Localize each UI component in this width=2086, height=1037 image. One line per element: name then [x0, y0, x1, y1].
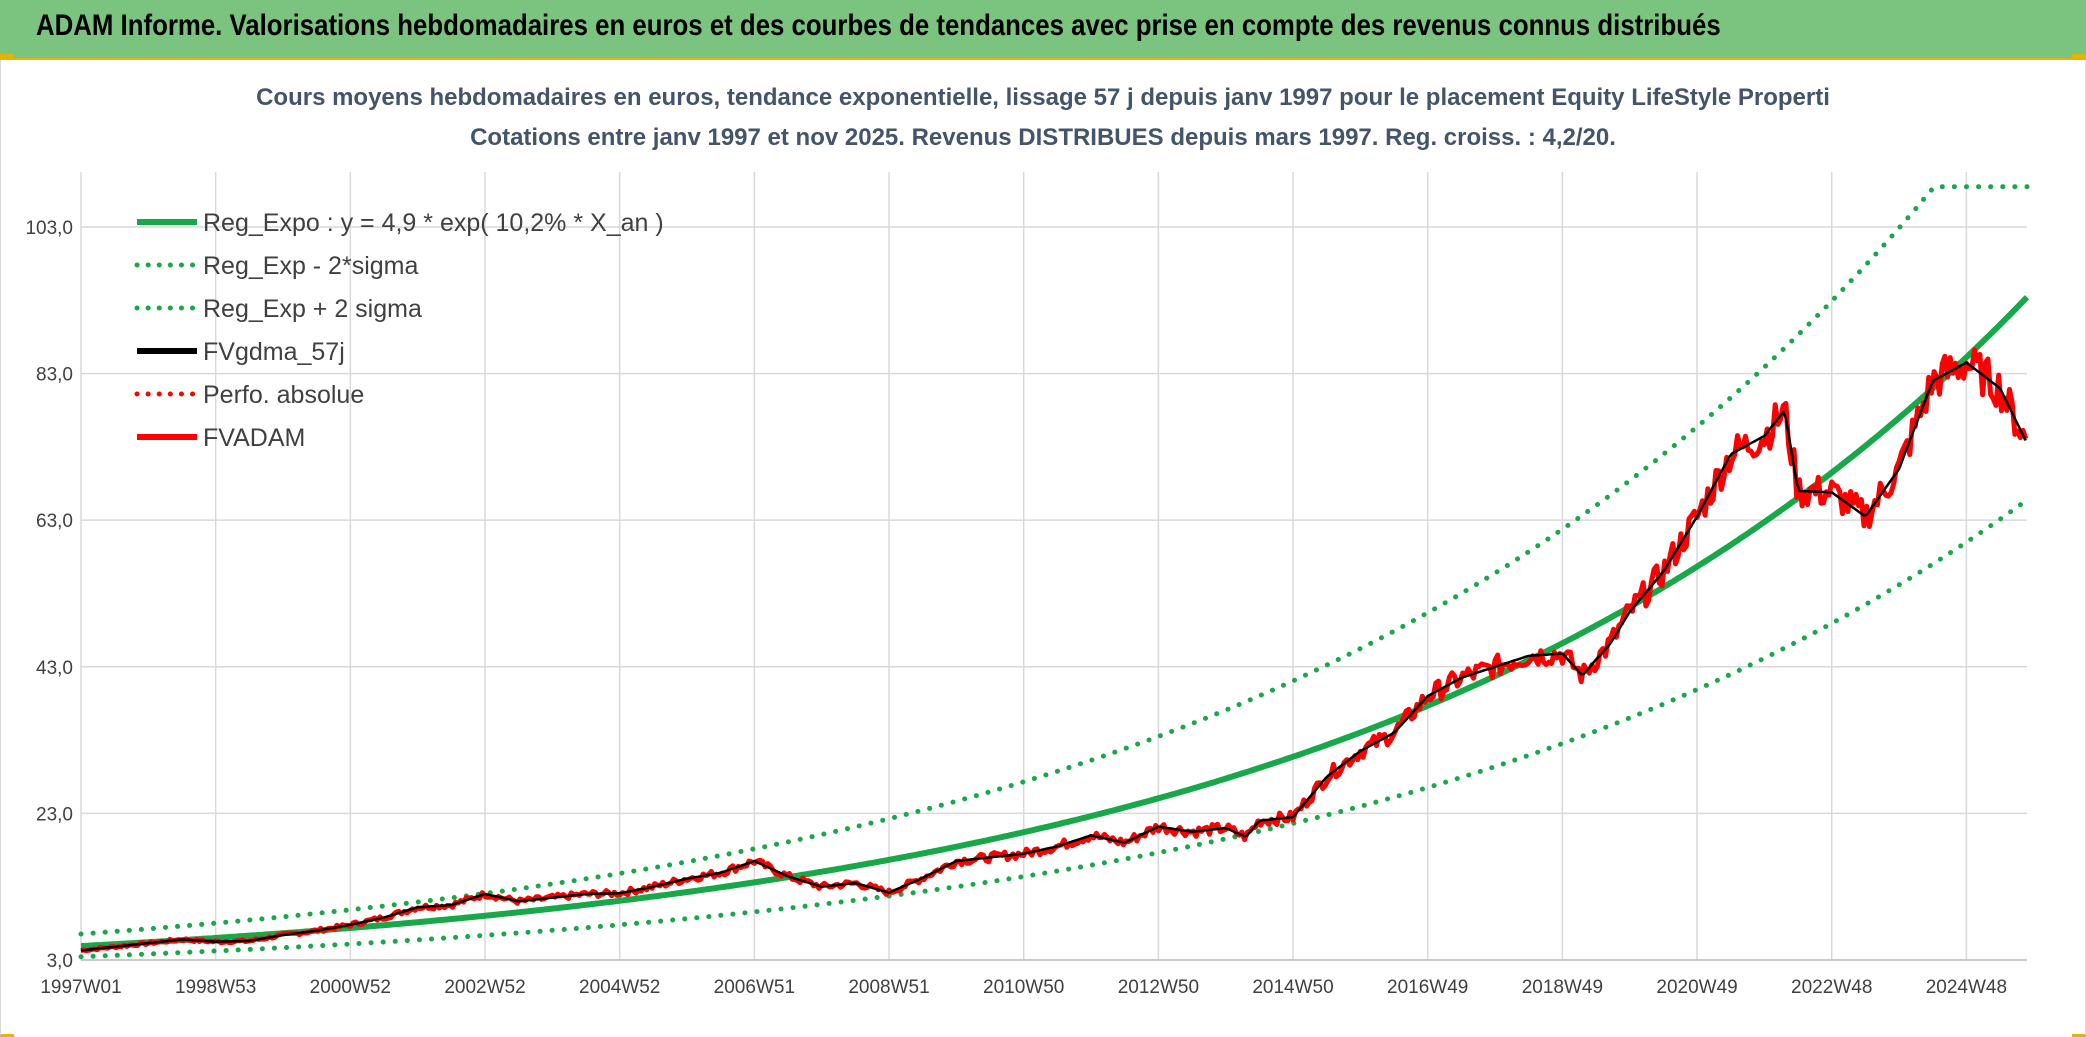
- fvadam-line: [80, 347, 2029, 954]
- legend-label: Perfo. absolue: [203, 381, 364, 409]
- x-tick-label: 2020W49: [1656, 977, 1737, 998]
- corner-accent-right: [2072, 54, 2086, 60]
- y-tick-label: 3,0: [47, 951, 73, 972]
- corner-accent-bottom-left: [0, 1034, 14, 1037]
- x-tick-label: 2008W51: [848, 977, 929, 998]
- chart-frame: Cours moyens hebdomadaires en euros, ten…: [0, 60, 2086, 1035]
- x-tick-label: 2018W49: [1522, 977, 1603, 998]
- x-tick-label: 1997W01: [40, 977, 121, 998]
- reg-exp-band-line: [78, 184, 2030, 937]
- x-tick-label: 2002W52: [444, 977, 525, 998]
- gridlines: [80, 172, 2027, 961]
- x-tick-label: 2024W48: [1926, 977, 2007, 998]
- x-tick-label: 2006W51: [714, 977, 795, 998]
- chart-subtitle: Cotations entre janv 1997 et nov 2025. R…: [470, 124, 1616, 151]
- chart-svg: Cours moyens hebdomadaires en euros, ten…: [25, 84, 2030, 998]
- report-title: ADAM Informe. Valorisations hebdomadaire…: [36, 9, 1721, 42]
- corner-accent-bottom-right: [2072, 1034, 2086, 1037]
- reg-expo-line: [80, 295, 2030, 950]
- x-tick-label: 2014W50: [1252, 977, 1333, 998]
- x-tick-label: 1998W53: [175, 977, 256, 998]
- legend-label: FVgdma_57j: [203, 338, 345, 366]
- x-tick-label: 2022W48: [1791, 977, 1872, 998]
- series-layer: [78, 184, 2030, 960]
- corner-accent-left: [0, 54, 14, 60]
- x-axis: 1997W01 1998W53 2000W52 2002W52 2004W52 2006W…: [40, 977, 2007, 998]
- x-tick-label: 2004W52: [579, 977, 660, 998]
- legend-label: FVADAM: [203, 424, 305, 452]
- report-header: ADAM Informe. Valorisations hebdomadaire…: [0, 0, 2086, 60]
- y-axis: 3,0 23,0 43,0 63,0 83,0 103,0: [25, 218, 73, 972]
- x-tick-label: 2012W50: [1118, 977, 1199, 998]
- x-tick-label: 2016W49: [1387, 977, 1468, 998]
- reg-exp-band-line: [78, 497, 2030, 960]
- y-tick-label: 63,0: [36, 511, 73, 532]
- chart-title: Cours moyens hebdomadaires en euros, ten…: [256, 84, 1830, 111]
- x-tick-label: 2010W50: [983, 977, 1064, 998]
- y-tick-label: 103,0: [25, 218, 73, 239]
- legend-label: Reg_Exp - 2*sigma: [203, 252, 418, 280]
- legend-label: Reg_Exp + 2 sigma: [203, 295, 422, 323]
- y-tick-label: 43,0: [36, 658, 73, 679]
- legend-label: Reg_Expo : y = 4,9 * exp( 10,2% * X_an ): [203, 209, 664, 237]
- y-tick-label: 23,0: [36, 804, 73, 825]
- y-tick-label: 83,0: [36, 365, 73, 386]
- x-tick-label: 2000W52: [310, 977, 391, 998]
- fvgdma-57j-line: [80, 361, 2027, 952]
- legend: Reg_Expo : y = 4,9 * exp( 10,2% * X_an )…: [134, 209, 664, 452]
